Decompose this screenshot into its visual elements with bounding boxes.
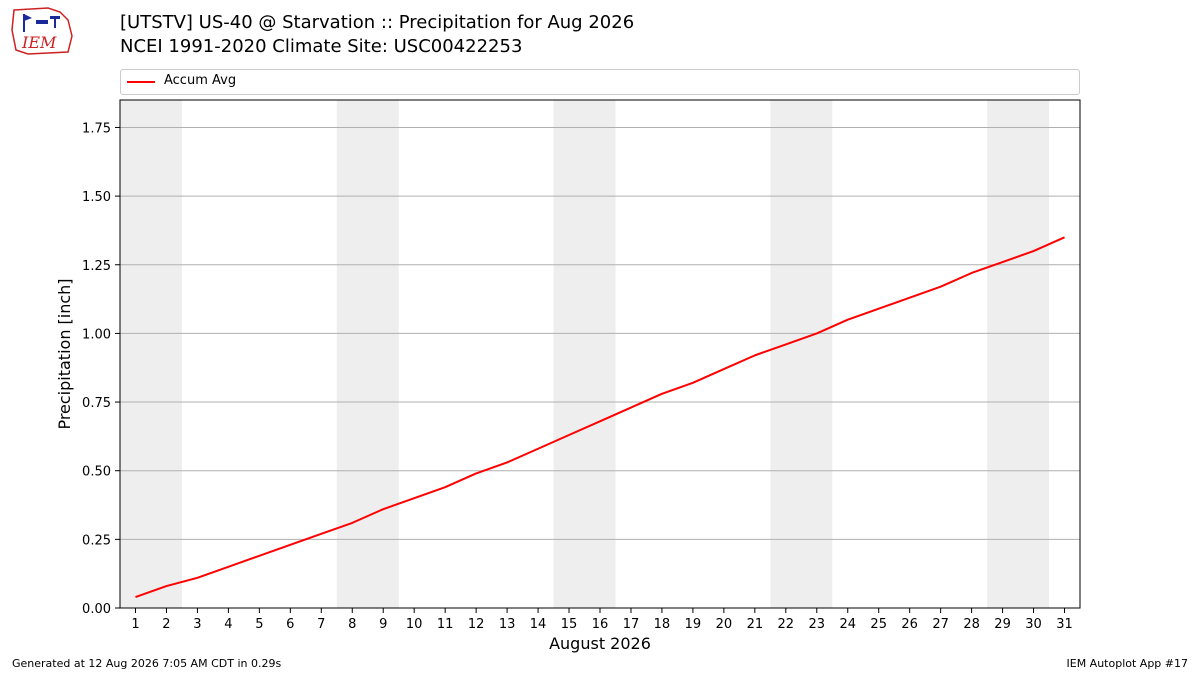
- x-tick-label: 21: [747, 617, 764, 632]
- y-tick-label: 1.25: [82, 259, 111, 274]
- x-tick-label: 15: [561, 617, 578, 632]
- x-tick-label: 18: [654, 617, 671, 632]
- generated-timestamp: Generated at 12 Aug 2026 7:05 AM CDT in …: [12, 657, 282, 670]
- x-tick-label: 20: [716, 617, 733, 632]
- weekend-shade: [336, 100, 399, 608]
- x-tick-label: 17: [623, 617, 640, 632]
- y-axis-title: Precipitation [inch]: [55, 278, 74, 429]
- x-tick-label: 4: [224, 617, 232, 632]
- x-tick-label: 1: [131, 617, 139, 632]
- weekend-shade: [987, 100, 1050, 608]
- x-tick-label: 5: [255, 617, 263, 632]
- x-tick-label: 25: [870, 617, 887, 632]
- y-tick-label: 0.50: [82, 465, 111, 480]
- chart-subtitle: NCEI 1991-2020 Climate Site: USC00422253: [120, 36, 523, 57]
- weekend-shade: [770, 100, 833, 608]
- x-tick-label: 19: [685, 617, 702, 632]
- x-tick-label: 24: [839, 617, 856, 632]
- x-tick-label: 31: [1056, 617, 1073, 632]
- logo-text: IEM: [21, 33, 57, 52]
- x-tick-label: 10: [406, 617, 423, 632]
- x-tick-label: 12: [468, 617, 485, 632]
- app-credit: IEM Autoplot App #17: [1066, 657, 1189, 670]
- x-tick-label: 30: [1025, 617, 1042, 632]
- y-tick-label: 0.25: [82, 533, 111, 548]
- chart-legend: Accum Avg: [120, 69, 1080, 95]
- x-tick-label: 2: [162, 617, 170, 632]
- x-tick-label: 9: [379, 617, 387, 632]
- iem-logo: IEM: [11, 7, 73, 55]
- x-tick-label: 22: [778, 617, 795, 632]
- legend-label: Accum Avg: [164, 73, 237, 88]
- x-tick-label: 3: [193, 617, 201, 632]
- x-tick-label: 11: [437, 617, 454, 632]
- weekend-shade: [120, 100, 182, 608]
- y-tick-label: 0.75: [82, 396, 111, 411]
- x-tick-label: 8: [348, 617, 356, 632]
- legend-line-swatch: [127, 81, 155, 83]
- x-tick-label: 27: [932, 617, 949, 632]
- x-tick-label: 28: [963, 617, 980, 632]
- x-tick-label: 14: [530, 617, 547, 632]
- chart-title: [UTSTV] US-40 @ Starvation :: Precipitat…: [120, 12, 635, 33]
- y-tick-label: 0.00: [82, 602, 111, 617]
- x-tick-label: 29: [994, 617, 1011, 632]
- x-tick-label: 6: [286, 617, 294, 632]
- weekend-shade: [553, 100, 616, 608]
- y-tick-label: 1.75: [82, 121, 111, 136]
- x-axis-title: August 2026: [549, 634, 651, 653]
- y-tick-label: 1.00: [82, 327, 111, 342]
- x-tick-label: 16: [592, 617, 609, 632]
- x-tick-label: 7: [317, 617, 325, 632]
- x-tick-label: 23: [809, 617, 826, 632]
- x-tick-label: 26: [901, 617, 918, 632]
- x-tick-label: 13: [499, 617, 516, 632]
- y-tick-label: 1.50: [82, 190, 111, 205]
